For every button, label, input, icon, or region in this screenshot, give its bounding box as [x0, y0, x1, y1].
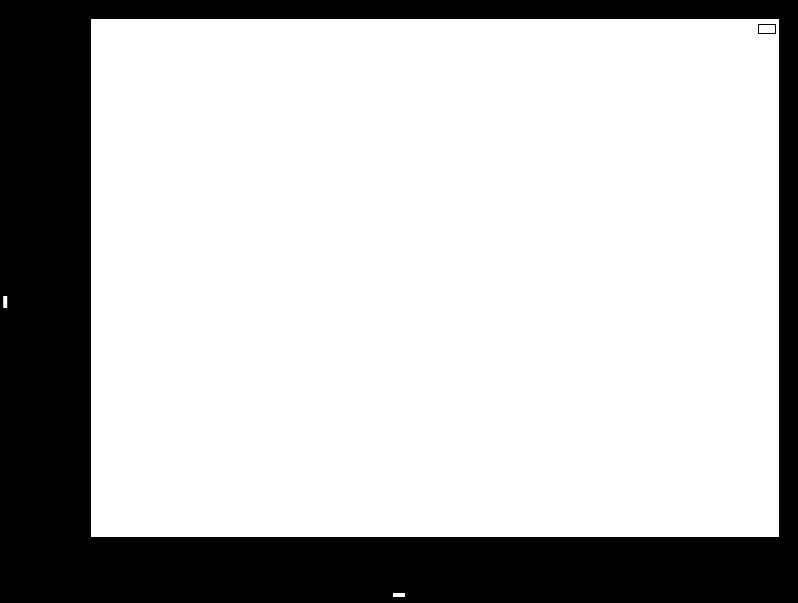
legend: [758, 24, 776, 34]
plot-area: [90, 18, 780, 538]
chart-container: [0, 0, 798, 603]
x-axis-label: [393, 593, 405, 597]
y-axis-label: [3, 296, 7, 308]
